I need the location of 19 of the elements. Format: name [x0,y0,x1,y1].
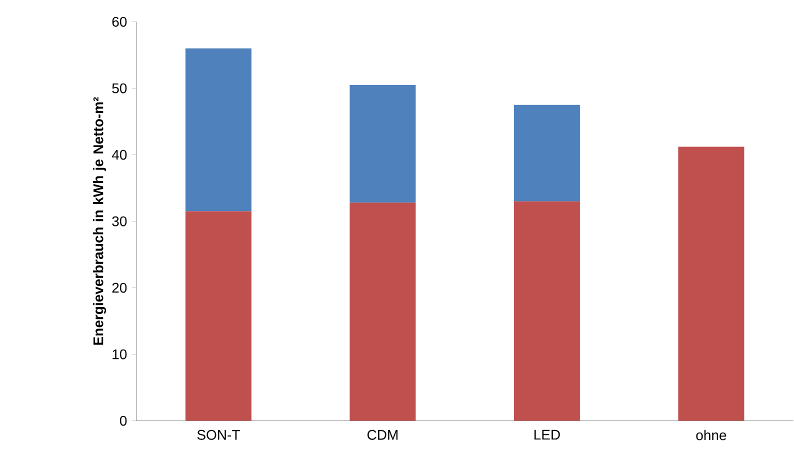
x-tick-label: ohne [696,430,726,440]
x-tick-label: CDM [367,430,398,440]
y-tick-label: 30 [112,216,127,226]
y-tick-label: 10 [112,349,127,360]
y-tick-label: 50 [112,83,127,94]
x-tick-label: SON-T [197,430,240,440]
bar [185,48,252,212]
y-axis-title: Energieverbrauch in kWh je Netto-m² [92,97,106,345]
y-tick-label: 60 [112,16,127,27]
x-tick-label: LED [534,430,560,440]
bar [514,104,580,202]
y-tick-label: 40 [112,150,127,160]
y-tick-label: 20 [112,282,127,293]
bar [678,146,744,421]
bar [350,202,416,421]
bar [514,201,580,421]
y-tick-label: 0 [120,416,127,426]
bar [185,211,252,421]
bar [350,84,416,203]
